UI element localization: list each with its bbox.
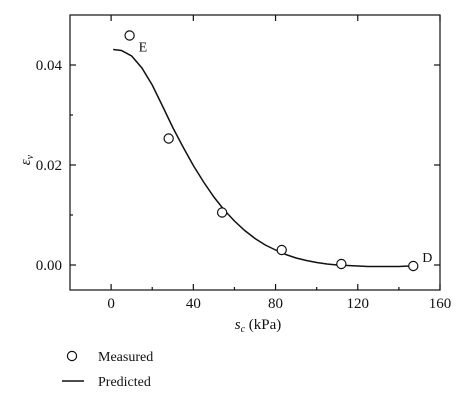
annotation-layer: ED	[139, 41, 433, 267]
x-tick-label: 160	[429, 296, 452, 312]
y-tick-label: 0.00	[36, 258, 62, 274]
y-axis: 0.00 0.02 0.04	[36, 58, 440, 274]
predicted-curve	[113, 48, 416, 268]
y-tick-label: 0.02	[36, 158, 62, 174]
x-tick-label: 80	[268, 296, 283, 312]
measured-point	[124, 30, 135, 41]
measured-point	[276, 244, 287, 256]
legend-label-measured: Measured	[98, 350, 153, 365]
legend: Measured Predicted	[62, 350, 153, 390]
x-tick-label: 0	[107, 296, 115, 312]
x-tick-label: 120	[347, 296, 370, 312]
series-layer	[113, 30, 419, 272]
legend-label-predicted: Predicted	[98, 375, 151, 390]
x-tick-label: 40	[186, 296, 201, 312]
x-axis-title: sc (kPa)	[235, 317, 282, 335]
measured-point	[163, 133, 174, 144]
legend-marker-measured	[66, 350, 78, 362]
y-axis-title: εv	[18, 154, 36, 165]
measured-point	[216, 207, 228, 218]
measured-point	[408, 260, 419, 272]
plot-frame	[69, 14, 441, 291]
measured-point	[336, 258, 347, 270]
plot-border	[69, 14, 441, 291]
point-annotation: E	[139, 41, 148, 56]
point-annotation: D	[422, 251, 432, 266]
y-tick-label: 0.04	[36, 58, 63, 74]
x-axis: 0 40 80 120 160	[107, 15, 451, 312]
